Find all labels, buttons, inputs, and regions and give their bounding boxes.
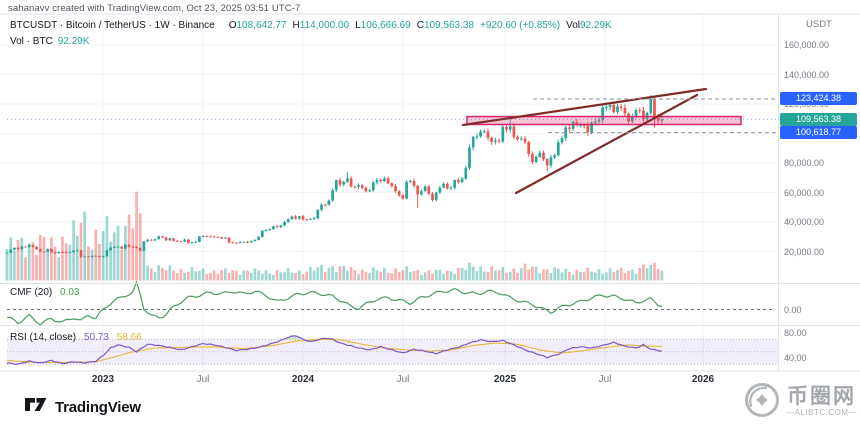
- time-tick-label: 2025: [493, 374, 517, 385]
- ohlc-letter: L: [355, 20, 361, 31]
- symbol-title[interactable]: BTCUSDT · Bitcoin / TetherUS · 1W · Bina…: [10, 20, 215, 31]
- cmf-legend-value: 0.03: [60, 287, 80, 298]
- symbol-header: BTCUSDT · Bitcoin / TetherUS · 1W · Bina…: [10, 20, 612, 31]
- price-tick-label: 80,000.00: [784, 158, 825, 168]
- ohlc-value: 106,666.69: [360, 20, 411, 31]
- time-tick-label: Jul: [196, 374, 210, 385]
- price-level-badge: 109,563.38: [780, 112, 857, 126]
- time-tick-label: 2024: [291, 374, 315, 385]
- watermark-subtext: —ALIBTC.COM—: [786, 408, 857, 417]
- ohlc-value: 109,563.38: [423, 20, 475, 31]
- cmf-legend-label[interactable]: CMF (20): [10, 287, 53, 298]
- price-level-badge: 100,618.77: [780, 126, 857, 140]
- watermark: 币圈网 —ALIBTC.COM—: [742, 379, 857, 424]
- rsi-tick-label: 80.00: [784, 328, 807, 338]
- vol-value: 92.29K: [579, 20, 612, 31]
- cmf-indicator-legend: CMF (20) 0.03: [10, 287, 79, 298]
- time-tick-label: Jul: [598, 374, 612, 385]
- volume-legend-label[interactable]: Vol · BTC: [10, 36, 53, 47]
- attribution-line: sahanavv created with TradingView.com, O…: [8, 3, 301, 14]
- price-tick-label: 60,000.00: [784, 187, 825, 198]
- time-tick-label: Jul: [396, 374, 410, 385]
- time-tick-label: 2026: [691, 374, 715, 385]
- volume-legend-value: 92.29K: [57, 36, 90, 47]
- watermark-text: 币圈网: [787, 385, 857, 408]
- tradingview-logo-text: TradingView: [55, 398, 141, 416]
- tradingview-logo-icon: [24, 396, 48, 418]
- price-change: +920.60 (+0.85%): [480, 20, 561, 31]
- rsi-legend-value: 50.73: [83, 332, 109, 343]
- cmf-zero-tick-label: 0.00: [784, 304, 802, 315]
- ohlc-value: 114,000.00: [299, 20, 350, 31]
- price-level-badge: 123,424.38: [780, 92, 857, 106]
- ohlc-value: 108,642.77: [236, 20, 287, 31]
- rsi-ma-legend-value: 58.66: [116, 332, 142, 343]
- time-tick-label: 2023: [91, 374, 115, 385]
- price-tick-label: 140,000.00: [784, 69, 830, 80]
- ohlc-letter: C: [416, 20, 424, 31]
- ohlc-values: O108,642.77 H114,000.00 L106,666.69 C109,56…: [223, 20, 474, 31]
- rsi-legend-label[interactable]: RSI (14, close): [10, 332, 77, 343]
- tradingview-logo[interactable]: TradingView: [24, 396, 141, 418]
- vol-label: Vol: [566, 20, 580, 31]
- watermark-coin-icon: [742, 379, 782, 424]
- ohlc-letter: O: [228, 20, 237, 31]
- ohlc-letter: H: [292, 20, 300, 31]
- price-tick-label: 20,000.00: [784, 246, 825, 257]
- price-tick-label: 160,000.00: [784, 40, 830, 50]
- price-axis-unit: USDT: [806, 19, 832, 30]
- price-tick-label: 40,000.00: [784, 217, 825, 227]
- rsi-indicator-legend: RSI (14, close) 50.73 58.66: [10, 332, 142, 343]
- rsi-tick-label: 40.00: [784, 353, 807, 363]
- volume-indicator-legend: Vol · BTC 92.29K: [10, 36, 90, 47]
